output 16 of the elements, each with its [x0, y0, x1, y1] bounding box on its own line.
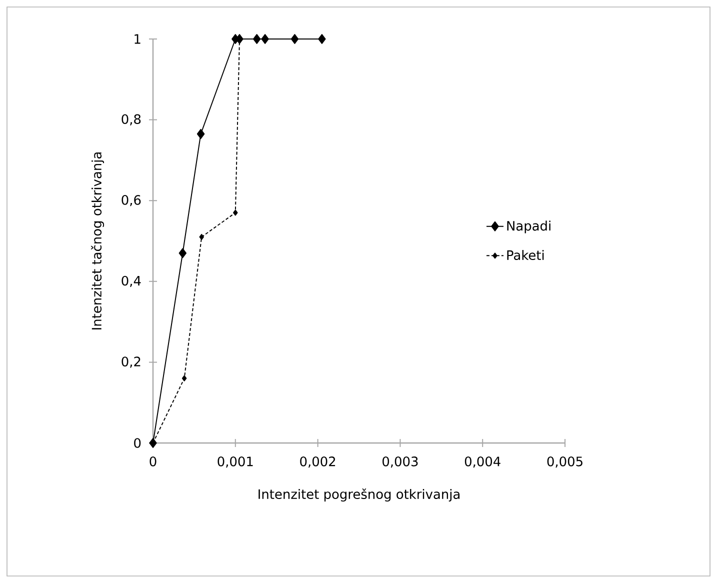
- y-axis-title: Intenzitet tačnog otkrivanja: [90, 152, 104, 330]
- x-tick-label: 0,004: [464, 456, 500, 468]
- x-tick-label: 0: [150, 456, 156, 466]
- y-tick-label: 0,2: [122, 356, 140, 368]
- x-tick-label: 0,002: [300, 456, 336, 468]
- y-tick-label: 0,4: [122, 276, 141, 287]
- y-tick-label: 0,8: [122, 114, 141, 126]
- legend-label: Paketi: [507, 250, 544, 260]
- y-tick-label: 0: [134, 438, 141, 448]
- y-tick-label: 0,6: [122, 195, 141, 206]
- x-tick-label: 0,001: [218, 456, 253, 468]
- x-tick-label: 0,005: [547, 456, 582, 468]
- x-axis-title: Intenzitet pogrešnog otkrivanja: [258, 488, 460, 502]
- legend-label: Napadi: [507, 220, 550, 234]
- x-tick-label: 0,003: [382, 456, 418, 468]
- y-tick-label: 1: [134, 34, 140, 44]
